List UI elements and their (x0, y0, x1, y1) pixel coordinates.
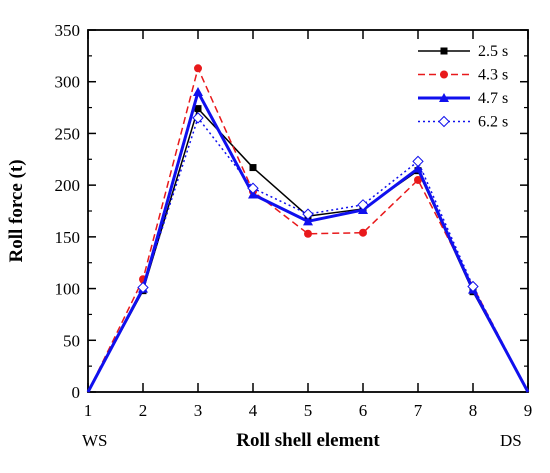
data-point-triangle (303, 216, 313, 226)
data-point-circle (304, 229, 312, 238)
series-line (86, 90, 530, 393)
data-point-square (194, 105, 202, 113)
data-point-diamond (438, 115, 450, 128)
legend-item: 2.5 s (418, 43, 508, 60)
x-tick-label: 9 (524, 401, 533, 420)
data-point-square (440, 47, 448, 55)
data-point-circle (194, 64, 202, 73)
x-tick-label: 4 (249, 401, 258, 420)
data-point-circle (359, 228, 367, 237)
legend-item: 4.7 s (418, 90, 508, 107)
series-group (86, 64, 530, 393)
data-point-triangle (413, 163, 423, 173)
x-tick-label: 8 (469, 401, 478, 420)
data-point-triangle (193, 87, 203, 97)
data-point-circle (440, 70, 448, 79)
y-axis-title: Roll force (t) (6, 159, 27, 262)
y-tick-label: 250 (55, 124, 81, 143)
data-point-diamond (412, 155, 424, 168)
series-2 (87, 64, 529, 393)
x-tick-label: 1 (84, 401, 93, 420)
data-point-diamond (467, 280, 479, 293)
ds-label: DS (500, 431, 522, 450)
data-point-diamond (192, 112, 204, 124)
x-tick-label: 5 (304, 401, 313, 420)
series-line (87, 67, 529, 393)
data-point-triangle (439, 93, 449, 102)
ws-label: WS (82, 431, 108, 450)
data-point-square (249, 164, 257, 172)
y-tick-label: 0 (72, 383, 81, 402)
legend-label: 6.2 s (478, 114, 508, 131)
y-tick-label: 150 (55, 228, 81, 247)
y-tick-label: 50 (63, 331, 80, 350)
x-tick-label: 2 (139, 401, 148, 420)
y-tick-label: 200 (55, 176, 81, 195)
y-tick-label: 300 (55, 73, 81, 92)
data-point-diamond (302, 208, 314, 220)
series-4 (87, 112, 529, 393)
x-tick-label: 3 (194, 401, 203, 420)
legend-label: 4.3 s (478, 67, 508, 84)
legend-item: 4.3 s (418, 67, 508, 84)
x-tick-label: 6 (359, 401, 368, 420)
y-tick-label: 350 (55, 21, 81, 40)
y-tick-label: 100 (55, 280, 81, 299)
data-point-circle (414, 175, 422, 184)
data-point-diamond (357, 199, 369, 211)
legend-label: 4.7 s (478, 90, 508, 107)
x-tick-label: 7 (414, 401, 423, 420)
axis-ticks: 0 50 100 150 200 250 300 350 1 2 3 4 5 6 7 8 9 (55, 21, 533, 420)
data-point-diamond (247, 182, 259, 194)
legend-item: 6.2 s (418, 114, 508, 131)
data-point-diamond (137, 281, 149, 294)
x-axis-title: Roll shell element (236, 430, 380, 451)
legend: 2.5 s 4.3 s 4.7 s 6.2 s (418, 43, 508, 131)
legend-label: 2.5 s (478, 43, 508, 60)
